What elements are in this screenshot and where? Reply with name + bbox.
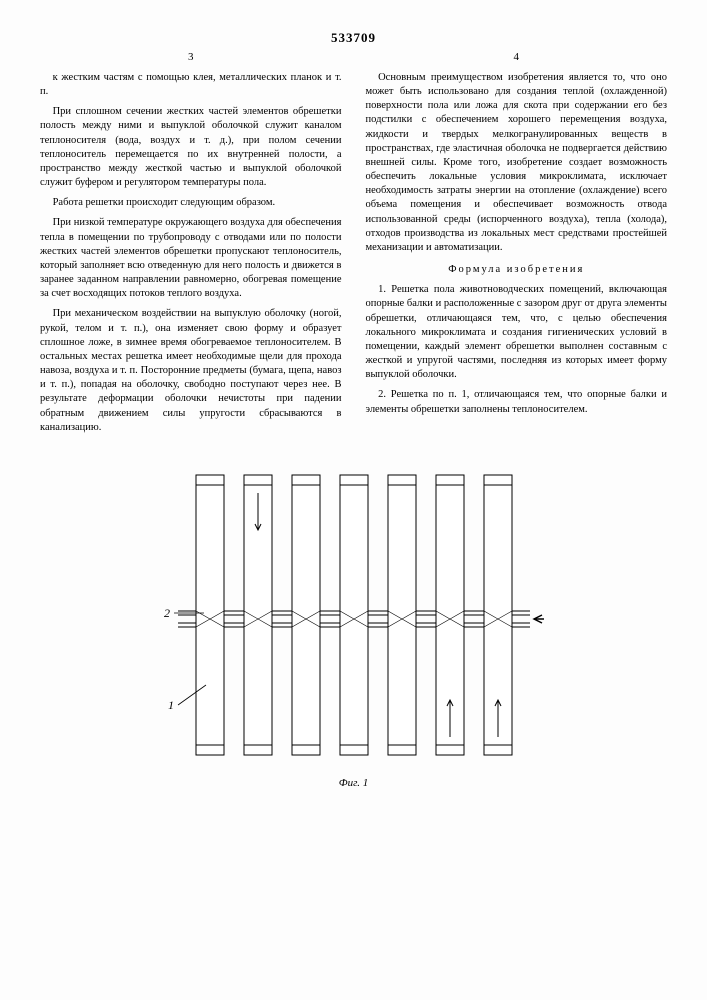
formula-title: Формула изобретения xyxy=(366,263,668,277)
left-p3: Работа решетки происходит следующим обра… xyxy=(40,196,342,210)
figure-caption: Фиг. 1 xyxy=(339,777,369,789)
right-p2: 1. Решетка пола животноводческих помещен… xyxy=(366,283,668,382)
left-column: 3 к жестким частям с помощью клея, метал… xyxy=(40,50,342,441)
left-p4: При низкой температуре окружающего возду… xyxy=(40,216,342,301)
svg-text:2: 2 xyxy=(164,606,170,620)
left-p1: к жестким частям с помощью клея, металли… xyxy=(40,71,342,99)
right-column: 4 Основным преимуществом изобретения явл… xyxy=(366,50,668,441)
figure-svg: А21 xyxy=(164,455,544,775)
figure-1: А21 Фиг. 1 xyxy=(40,455,667,789)
left-col-number: 3 xyxy=(40,50,342,65)
document-number: 533709 xyxy=(40,30,667,46)
page: 533709 3 к жестким частям с помощью клея… xyxy=(0,0,707,1000)
right-p1: Основным преимуществом изобретения являе… xyxy=(366,71,668,255)
right-p3: 2. Решетка по п. 1, отличающаяся тем, чт… xyxy=(366,388,668,416)
right-col-number: 4 xyxy=(366,50,668,65)
two-column-layout: 3 к жестким частям с помощью клея, метал… xyxy=(40,50,667,441)
left-p2: При сплошном сечении жестких частей элем… xyxy=(40,105,342,190)
svg-text:1: 1 xyxy=(168,698,174,712)
left-p5: При механическом воздействии на выпуклую… xyxy=(40,307,342,435)
